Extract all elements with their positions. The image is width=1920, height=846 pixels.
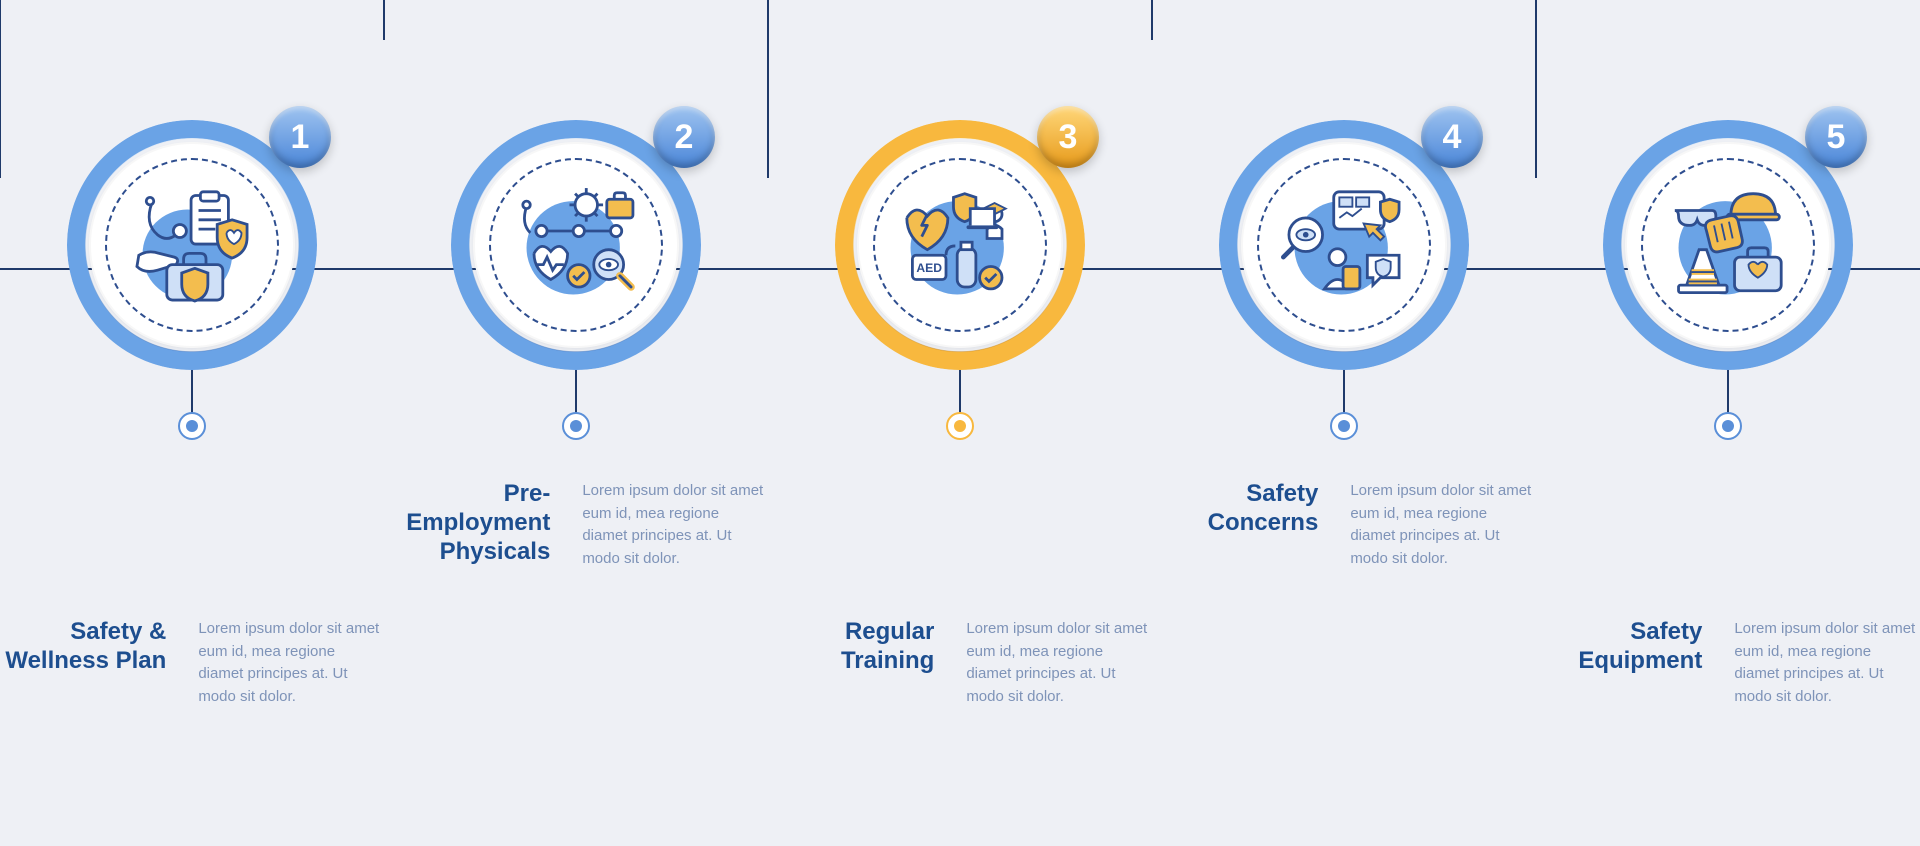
step-text-row: Pre-Employment Physicals Lorem ipsum dol… — [384, 480, 768, 570]
infographic-step: 1 Safety & Wellness Plan Lorem ipsum dol… — [0, 0, 384, 178]
connector-line-top — [191, 370, 193, 414]
step-title: Safety & Wellness Plan — [0, 618, 184, 676]
step-text-row: Regular Training Lorem ipsum dolor sit a… — [768, 618, 1152, 708]
step-number-badge: 2 — [653, 106, 715, 168]
step-desc: Lorem ipsum dolor sit amet eum id, mea r… — [952, 618, 1152, 708]
connector-line-top — [959, 370, 961, 414]
connector-dot — [946, 412, 974, 440]
step-title: Pre-Employment Physicals — [384, 480, 568, 566]
connector-line-bottom — [383, 0, 385, 40]
step-title: Safety Equipment — [1536, 618, 1720, 676]
step-desc: Lorem ipsum dolor sit amet eum id, mea r… — [1720, 618, 1920, 708]
connector-line-top — [575, 370, 577, 414]
connector-line-bottom — [0, 0, 1, 178]
step-desc: Lorem ipsum dolor sit amet eum id, mea r… — [1336, 480, 1536, 570]
step-medallion: 2 — [451, 120, 701, 370]
infographic-step: 5 Safety Equipment Lorem ipsum dolor sit… — [1536, 0, 1920, 178]
connector-line-bottom — [1535, 0, 1537, 178]
connector-line-top — [1343, 370, 1345, 414]
step-medallion: 1 — [67, 120, 317, 370]
connector-line-bottom — [767, 0, 769, 178]
connector-line-top — [1727, 370, 1729, 414]
step-number-badge: 5 — [1805, 106, 1867, 168]
connector-dot — [1330, 412, 1358, 440]
step-icon — [499, 168, 653, 322]
step-text-row: Safety & Wellness Plan Lorem ipsum dolor… — [0, 618, 384, 708]
steps-container: 1 Safety & Wellness Plan Lorem ipsum dol… — [0, 0, 1920, 846]
step-text-row: Safety Equipment Lorem ipsum dolor sit a… — [1536, 618, 1920, 708]
step-medallion: 5 — [1603, 120, 1853, 370]
step-title: Regular Training — [768, 618, 952, 676]
step-icon — [1267, 168, 1421, 322]
connector-dot — [178, 412, 206, 440]
connector-line-bottom — [1151, 0, 1153, 40]
step-medallion: 4 — [1219, 120, 1469, 370]
step-icon — [1651, 168, 1805, 322]
step-number-badge: 4 — [1421, 106, 1483, 168]
infographic-step: 4 Safety Concerns Lorem ipsum dolor sit … — [1152, 0, 1536, 40]
step-medallion: 3 — [835, 120, 1085, 370]
step-icon — [883, 168, 1037, 322]
step-text-row: Safety Concerns Lorem ipsum dolor sit am… — [1152, 480, 1536, 570]
step-desc: Lorem ipsum dolor sit amet eum id, mea r… — [184, 618, 384, 708]
infographic-step: 2 Pre-Employment Physicals Lorem ipsum d… — [384, 0, 768, 40]
connector-dot — [1714, 412, 1742, 440]
infographic-step: 3 Regular Training Lorem ipsum dolor sit… — [768, 0, 1152, 178]
step-number-badge: 3 — [1037, 106, 1099, 168]
step-number-badge: 1 — [269, 106, 331, 168]
step-desc: Lorem ipsum dolor sit amet eum id, mea r… — [568, 480, 768, 570]
step-title: Safety Concerns — [1152, 480, 1336, 538]
step-icon — [115, 168, 269, 322]
connector-dot — [562, 412, 590, 440]
